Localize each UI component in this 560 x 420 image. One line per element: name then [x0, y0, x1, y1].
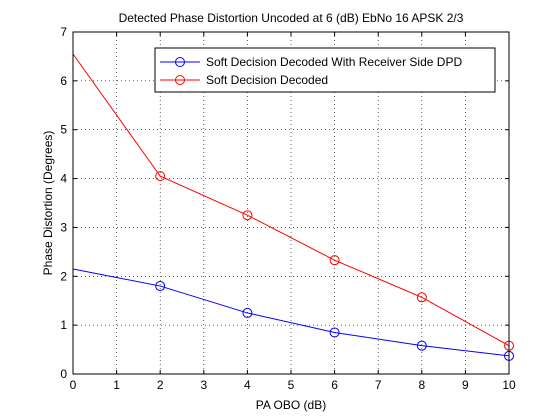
- y-tick-label: 6: [60, 74, 67, 88]
- x-axis-label: PA OBO (dB): [256, 398, 326, 412]
- x-tick-label: 2: [157, 378, 164, 392]
- data-point: [416, 340, 427, 351]
- legend-box: [154, 47, 496, 93]
- legend-marker-dpd: [175, 57, 185, 67]
- x-tick-label: 10: [502, 378, 516, 392]
- y-tick-label: 2: [60, 269, 67, 283]
- x-tick-label: 4: [244, 378, 251, 392]
- y-tick-label: 1: [60, 318, 67, 332]
- y-axis-label: Phase Distortion (Degrees): [41, 131, 55, 276]
- x-tick-label: 8: [418, 378, 425, 392]
- x-tick-label: 0: [70, 378, 77, 392]
- data-point: [329, 255, 340, 266]
- legend-label-dpd: Soft Decision Decoded With Receiver Side…: [206, 55, 462, 69]
- series-line-0: [72, 268, 510, 357]
- data-point: [242, 307, 253, 318]
- series-line-1: [72, 53, 510, 347]
- x-tick-label: 7: [375, 378, 382, 392]
- data-point: [329, 327, 340, 338]
- y-tick-labels: 0 1 2 3 4 5 6 7: [60, 25, 67, 381]
- x-tick-label: 1: [113, 378, 120, 392]
- y-tick-label: 3: [60, 220, 67, 234]
- legend-marker-soft: [175, 75, 185, 85]
- x-tick-label: 5: [288, 378, 295, 392]
- legend: Soft Decision Decoded With Receiver Side…: [154, 47, 496, 93]
- x-tick-label: 9: [462, 378, 469, 392]
- y-tick-label: 5: [60, 123, 67, 137]
- data-point: [242, 210, 253, 221]
- legend-label-soft: Soft Decision Decoded: [206, 73, 328, 87]
- y-tick-label: 0: [60, 367, 67, 381]
- y-tick-label: 4: [60, 172, 67, 186]
- chart-title: Detected Phase Distortion Uncoded at 6 (…: [119, 11, 464, 25]
- x-tick-label: 3: [200, 378, 207, 392]
- ticks: [72, 31, 510, 375]
- x-tick-labels: 0 1 2 3 4 5 6 7 8 9 10: [70, 378, 516, 392]
- data-point: [416, 292, 427, 303]
- y-tick-label: 7: [60, 25, 67, 39]
- x-tick-label: 6: [331, 378, 338, 392]
- data-point: [155, 281, 166, 292]
- data-point: [155, 171, 166, 182]
